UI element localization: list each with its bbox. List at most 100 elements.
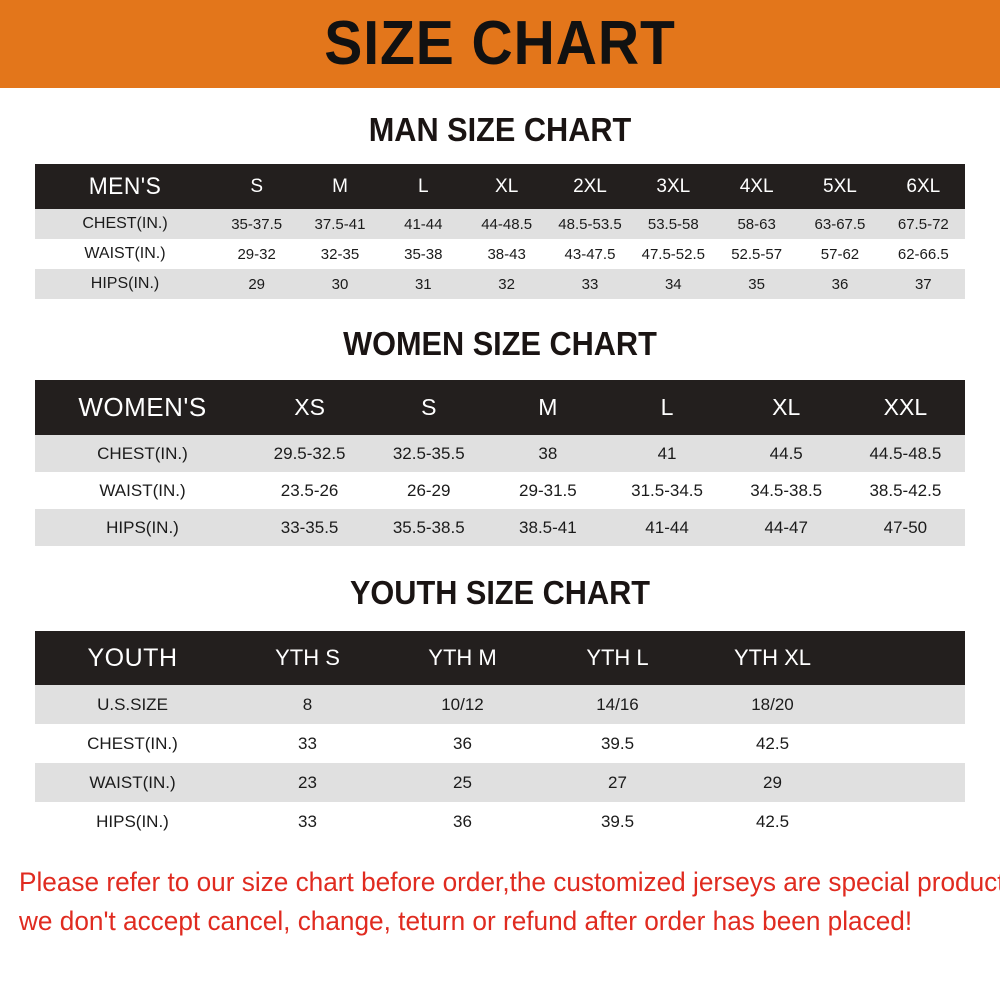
man-chest-5xl: 63-67.5 bbox=[814, 215, 866, 233]
man-chest-l: 41-44 bbox=[404, 215, 443, 233]
women-header-row: WOMEN'S XS S M L XL XXL bbox=[35, 380, 965, 435]
youth-hips-l: 39.5 bbox=[600, 811, 635, 831]
man-waist-6xl: 62-66.5 bbox=[897, 245, 949, 263]
women-chest-xxl: 44.5-48.5 bbox=[869, 443, 942, 463]
man-hips-4xl: 35 bbox=[748, 275, 765, 293]
youth-col-header-m: YTH M bbox=[428, 645, 497, 670]
man-waist-xl: 38-43 bbox=[487, 245, 526, 263]
youth-chest-xl: 42.5 bbox=[755, 733, 790, 753]
youth-header-row: YOUTH YTH S YTH M YTH L YTH XL bbox=[35, 631, 965, 685]
man-corner-label: MEN'S bbox=[88, 172, 162, 200]
women-row-label-waist: WAIST(IN.) bbox=[99, 480, 186, 500]
man-header-row: MEN'S S M L XL 2XL 3XL 4XL 5XL 6XL bbox=[35, 164, 965, 209]
youth-row-label-us-size: U.S.SIZE bbox=[97, 694, 168, 714]
man-table-head: MEN'S S M L XL 2XL 3XL 4XL 5XL 6XL bbox=[35, 164, 965, 209]
table-row: CHEST(IN.) 33 36 39.5 42.5 bbox=[35, 724, 965, 763]
youth-waist-spacer bbox=[850, 763, 965, 802]
youth-row-label-hips: HIPS(IN.) bbox=[96, 811, 169, 831]
women-chest-l: 41 bbox=[657, 443, 677, 463]
women-waist-l: 31.5-34.5 bbox=[631, 480, 703, 500]
man-hips-6xl: 37 bbox=[914, 275, 932, 293]
youth-chest-s: 33 bbox=[298, 733, 317, 753]
man-col-header-2xl: 2XL bbox=[573, 175, 607, 197]
table-row: CHEST(IN.) 35-37.5 37.5-41 41-44 44-48.5… bbox=[35, 209, 965, 239]
youth-table-head: YOUTH YTH S YTH M YTH L YTH XL bbox=[35, 631, 965, 685]
women-corner-label: WOMEN'S bbox=[78, 392, 207, 422]
man-chest-m: 37.5-41 bbox=[314, 215, 366, 233]
man-hips-s: 29 bbox=[248, 275, 265, 293]
man-chest-xl: 44-48.5 bbox=[481, 215, 533, 233]
youth-hips-spacer bbox=[850, 802, 965, 841]
return-policy-note: Please refer to our size chart before or… bbox=[19, 841, 1000, 941]
page-title: SIZE CHART bbox=[324, 9, 676, 78]
women-col-header-xxl: XXL bbox=[883, 394, 928, 420]
man-col-header-5xl: 5XL bbox=[823, 175, 857, 197]
man-col-header-s: S bbox=[250, 175, 263, 197]
women-col-header-l: L bbox=[660, 394, 674, 420]
man-waist-m: 32-35 bbox=[320, 245, 360, 263]
man-col-header-xl: XL bbox=[495, 175, 519, 197]
youth-ussize-m: 10/12 bbox=[441, 694, 484, 714]
section-title-youth: YOUTH SIZE CHART bbox=[349, 574, 651, 611]
man-hips-xl: 32 bbox=[498, 275, 515, 293]
youth-ussize-spacer bbox=[850, 685, 965, 724]
man-chest-s: 35-37.5 bbox=[231, 215, 283, 233]
man-col-header-3xl: 3XL bbox=[656, 175, 691, 197]
man-waist-5xl: 57-62 bbox=[820, 245, 860, 263]
return-policy-note-line-2: we don't accept cancel, change, teturn o… bbox=[19, 906, 913, 937]
man-hips-m: 30 bbox=[331, 275, 349, 293]
youth-hips-xl: 42.5 bbox=[755, 811, 790, 831]
youth-col-header-xl: YTH XL bbox=[733, 645, 812, 670]
man-row-label-waist: WAIST(IN.) bbox=[84, 245, 166, 262]
table-row: WAIST(IN.) 23 25 27 29 bbox=[35, 763, 965, 802]
youth-waist-xl: 29 bbox=[763, 772, 782, 792]
youth-col-header-spacer bbox=[850, 631, 965, 685]
women-hips-l: 41-44 bbox=[645, 517, 689, 537]
women-col-header-s: S bbox=[421, 394, 437, 420]
section-man-size-chart: MAN SIZE CHART MEN'S S M L XL 2XL 3XL 4X… bbox=[0, 88, 1000, 299]
youth-corner-label: YOUTH bbox=[87, 643, 178, 672]
man-row-label-chest: CHEST(IN.) bbox=[82, 215, 168, 232]
man-hips-3xl: 34 bbox=[664, 275, 682, 293]
youth-table-body: U.S.SIZE 8 10/12 14/16 18/20 CHEST(IN.) … bbox=[35, 685, 965, 841]
table-row: WAIST(IN.) 23.5-26 26-29 29-31.5 31.5-34… bbox=[35, 472, 965, 509]
man-hips-5xl: 36 bbox=[831, 275, 849, 293]
youth-ussize-s: 8 bbox=[302, 694, 313, 714]
man-row-label-hips: HIPS(IN.) bbox=[90, 275, 160, 292]
youth-col-header-s: YTH S bbox=[275, 645, 340, 670]
women-chest-xl: 44.5 bbox=[769, 443, 803, 463]
youth-ussize-l: 14/16 bbox=[596, 694, 639, 714]
table-row: HIPS(IN.) 33-35.5 35.5-38.5 38.5-41 41-4… bbox=[35, 509, 965, 546]
table-row: U.S.SIZE 8 10/12 14/16 18/20 bbox=[35, 685, 965, 724]
man-waist-s: 29-32 bbox=[237, 245, 276, 263]
women-hips-xl: 44-47 bbox=[764, 517, 808, 537]
table-row: WAIST(IN.) 29-32 32-35 35-38 38-43 43-47… bbox=[35, 239, 965, 269]
women-row-label-hips: HIPS(IN.) bbox=[106, 517, 179, 537]
women-col-header-xl: XL bbox=[772, 394, 801, 420]
women-waist-xl: 34.5-38.5 bbox=[750, 480, 823, 500]
youth-waist-l: 27 bbox=[608, 772, 627, 792]
youth-row-label-waist: WAIST(IN.) bbox=[89, 772, 176, 792]
women-waist-m: 29-31.5 bbox=[519, 480, 577, 500]
youth-hips-m: 36 bbox=[453, 811, 472, 831]
man-col-header-l: L bbox=[418, 175, 429, 197]
youth-hips-s: 33 bbox=[298, 811, 317, 831]
women-size-table: WOMEN'S XS S M L XL XXL CHEST(IN.) 29.5-… bbox=[35, 380, 965, 546]
table-row: HIPS(IN.) 29 30 31 32 33 34 35 36 37 bbox=[35, 269, 965, 299]
youth-size-table: YOUTH YTH S YTH M YTH L YTH XL U.S.SIZE … bbox=[35, 631, 965, 841]
youth-ussize-xl: 18/20 bbox=[751, 694, 794, 714]
women-col-header-m: M bbox=[538, 394, 558, 420]
women-chest-m: 38 bbox=[538, 443, 558, 463]
man-waist-3xl: 47.5-52.5 bbox=[641, 245, 705, 263]
women-waist-s: 26-29 bbox=[406, 480, 451, 500]
man-col-header-4xl: 4XL bbox=[739, 175, 774, 197]
man-size-table: MEN'S S M L XL 2XL 3XL 4XL 5XL 6XL CHEST… bbox=[35, 164, 965, 299]
youth-waist-m: 25 bbox=[453, 772, 472, 792]
man-chest-6xl: 67.5-72 bbox=[897, 215, 949, 233]
man-waist-4xl: 52.5-57 bbox=[731, 245, 783, 263]
women-table-head: WOMEN'S XS S M L XL XXL bbox=[35, 380, 965, 435]
women-chest-xs: 29.5-32.5 bbox=[273, 443, 346, 463]
youth-chest-spacer bbox=[850, 724, 965, 763]
man-waist-2xl: 43-47.5 bbox=[564, 245, 616, 263]
women-table-body: CHEST(IN.) 29.5-32.5 32.5-35.5 38 41 44.… bbox=[35, 435, 965, 546]
